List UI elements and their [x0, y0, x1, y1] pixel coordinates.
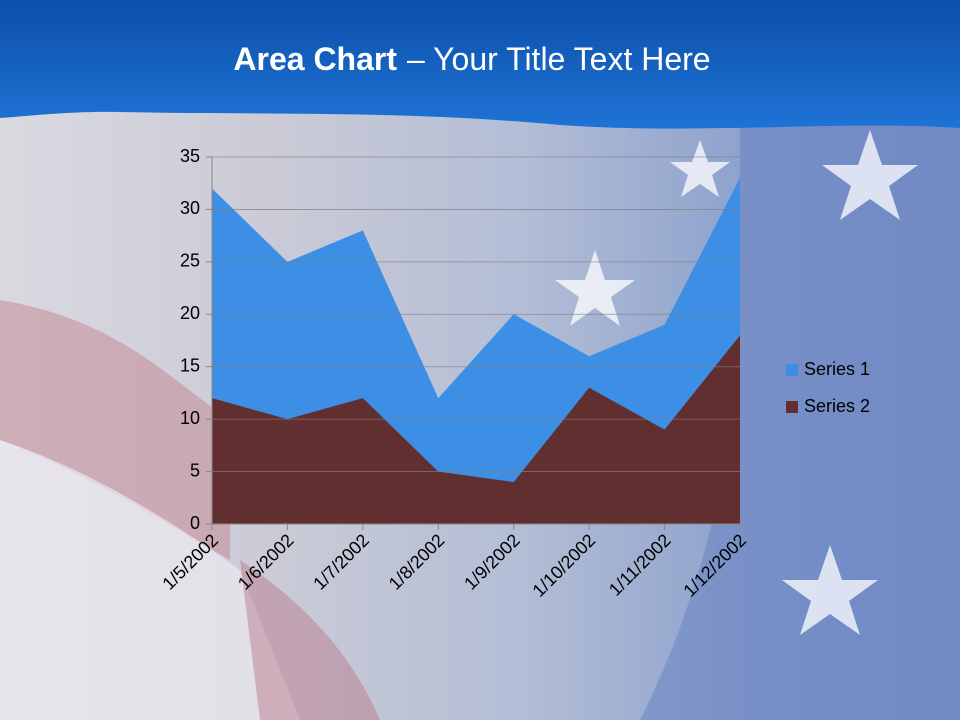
title-rest: – Your Title Text Here	[407, 41, 711, 77]
flag-stripe	[0, 440, 300, 720]
flag-field	[640, 110, 960, 720]
flag-stripe	[240, 560, 380, 720]
legend-swatch	[786, 364, 798, 376]
title-band	[0, 0, 960, 129]
stars	[555, 130, 918, 635]
y-tick-label: 35	[180, 146, 200, 166]
slide-title: Area Chart – Your Title Text Here	[233, 41, 710, 77]
y-tick-label: 0	[190, 513, 200, 533]
title-bold: Area Chart	[233, 41, 397, 77]
y-tick-label: 10	[180, 408, 200, 428]
legend-label: Series 2	[804, 396, 870, 416]
y-tick-label: 30	[180, 198, 200, 218]
legend-swatch	[786, 401, 798, 413]
y-tick-label: 5	[190, 460, 200, 480]
y-tick-label: 25	[180, 251, 200, 271]
flag-stripe	[0, 300, 230, 560]
area	[212, 335, 740, 524]
y-tick-label: 20	[180, 303, 200, 323]
y-tick-label: 15	[180, 355, 200, 375]
legend-label: Series 1	[804, 359, 870, 379]
